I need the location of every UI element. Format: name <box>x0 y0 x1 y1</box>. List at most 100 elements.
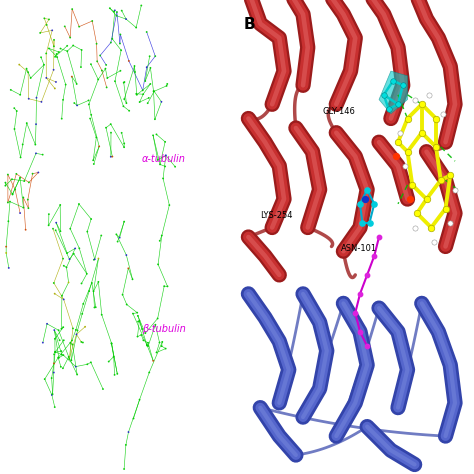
Point <box>394 138 402 146</box>
Point <box>116 234 123 241</box>
Point <box>163 82 171 90</box>
Point <box>13 170 20 178</box>
Point <box>8 175 16 183</box>
Point <box>120 218 128 226</box>
Point <box>122 15 130 23</box>
Point <box>411 96 419 103</box>
Point <box>95 143 103 150</box>
Point <box>83 361 91 368</box>
Point <box>375 233 383 241</box>
Point <box>64 42 71 50</box>
Point <box>154 156 162 164</box>
Point <box>112 230 120 238</box>
Point <box>42 50 50 57</box>
Point <box>109 153 116 160</box>
Point <box>413 210 421 217</box>
Text: LYS-254: LYS-254 <box>260 211 293 220</box>
Point <box>123 251 130 259</box>
Point <box>43 320 51 328</box>
Point <box>159 175 167 182</box>
Point <box>85 287 93 295</box>
Point <box>98 67 106 74</box>
Point <box>92 303 100 311</box>
Point <box>107 120 115 128</box>
Point <box>108 339 115 347</box>
Point <box>399 82 407 89</box>
Point <box>2 249 10 257</box>
Point <box>150 87 157 95</box>
Point <box>50 350 58 358</box>
Point <box>111 371 118 379</box>
Point <box>69 42 77 49</box>
Point <box>45 16 53 23</box>
Point <box>158 232 165 239</box>
Point <box>75 200 83 208</box>
Point <box>161 138 169 146</box>
Point <box>68 337 76 344</box>
Point <box>39 151 46 158</box>
Point <box>138 325 146 333</box>
Point <box>131 62 138 70</box>
Point <box>151 115 159 123</box>
Point <box>364 271 371 279</box>
Point <box>423 195 430 203</box>
Point <box>90 256 98 264</box>
Point <box>29 170 36 177</box>
Point <box>1 182 9 190</box>
Point <box>69 341 76 348</box>
Point <box>19 194 27 201</box>
Point <box>366 219 374 227</box>
Point <box>48 27 56 34</box>
Point <box>134 318 142 326</box>
Point <box>113 370 121 378</box>
Point <box>36 29 44 36</box>
Point <box>83 228 91 236</box>
Point <box>120 95 128 103</box>
Point <box>20 177 28 185</box>
Point <box>68 356 75 364</box>
Point <box>132 90 140 98</box>
Point <box>75 245 83 252</box>
Point <box>51 85 59 92</box>
Point <box>146 64 154 72</box>
Point <box>60 296 67 303</box>
Point <box>23 65 30 73</box>
Point <box>65 279 73 286</box>
Point <box>79 339 87 346</box>
Point <box>87 215 95 223</box>
Point <box>66 255 73 263</box>
Point <box>123 100 130 107</box>
Point <box>133 91 141 99</box>
Point <box>425 91 433 99</box>
Point <box>136 396 143 403</box>
Point <box>432 115 440 122</box>
Point <box>49 391 56 398</box>
Point <box>60 337 68 344</box>
Point <box>129 275 137 283</box>
Point <box>48 391 55 399</box>
Point <box>371 200 378 208</box>
Point <box>58 292 66 300</box>
Point <box>418 100 426 108</box>
Point <box>51 326 58 334</box>
Point <box>48 374 55 382</box>
Point <box>50 369 57 376</box>
Point <box>114 238 121 246</box>
Polygon shape <box>379 71 408 114</box>
Point <box>60 262 68 270</box>
Point <box>136 98 144 106</box>
Point <box>110 8 118 16</box>
Point <box>5 218 12 225</box>
Point <box>90 287 97 295</box>
Point <box>63 249 71 257</box>
Point <box>451 186 459 193</box>
Point <box>51 348 59 356</box>
Point <box>111 7 118 14</box>
Point <box>87 111 95 118</box>
Point <box>136 317 143 324</box>
Point <box>142 329 149 337</box>
Point <box>16 210 24 217</box>
Point <box>51 290 58 298</box>
Point <box>356 328 364 336</box>
Point <box>58 325 65 333</box>
